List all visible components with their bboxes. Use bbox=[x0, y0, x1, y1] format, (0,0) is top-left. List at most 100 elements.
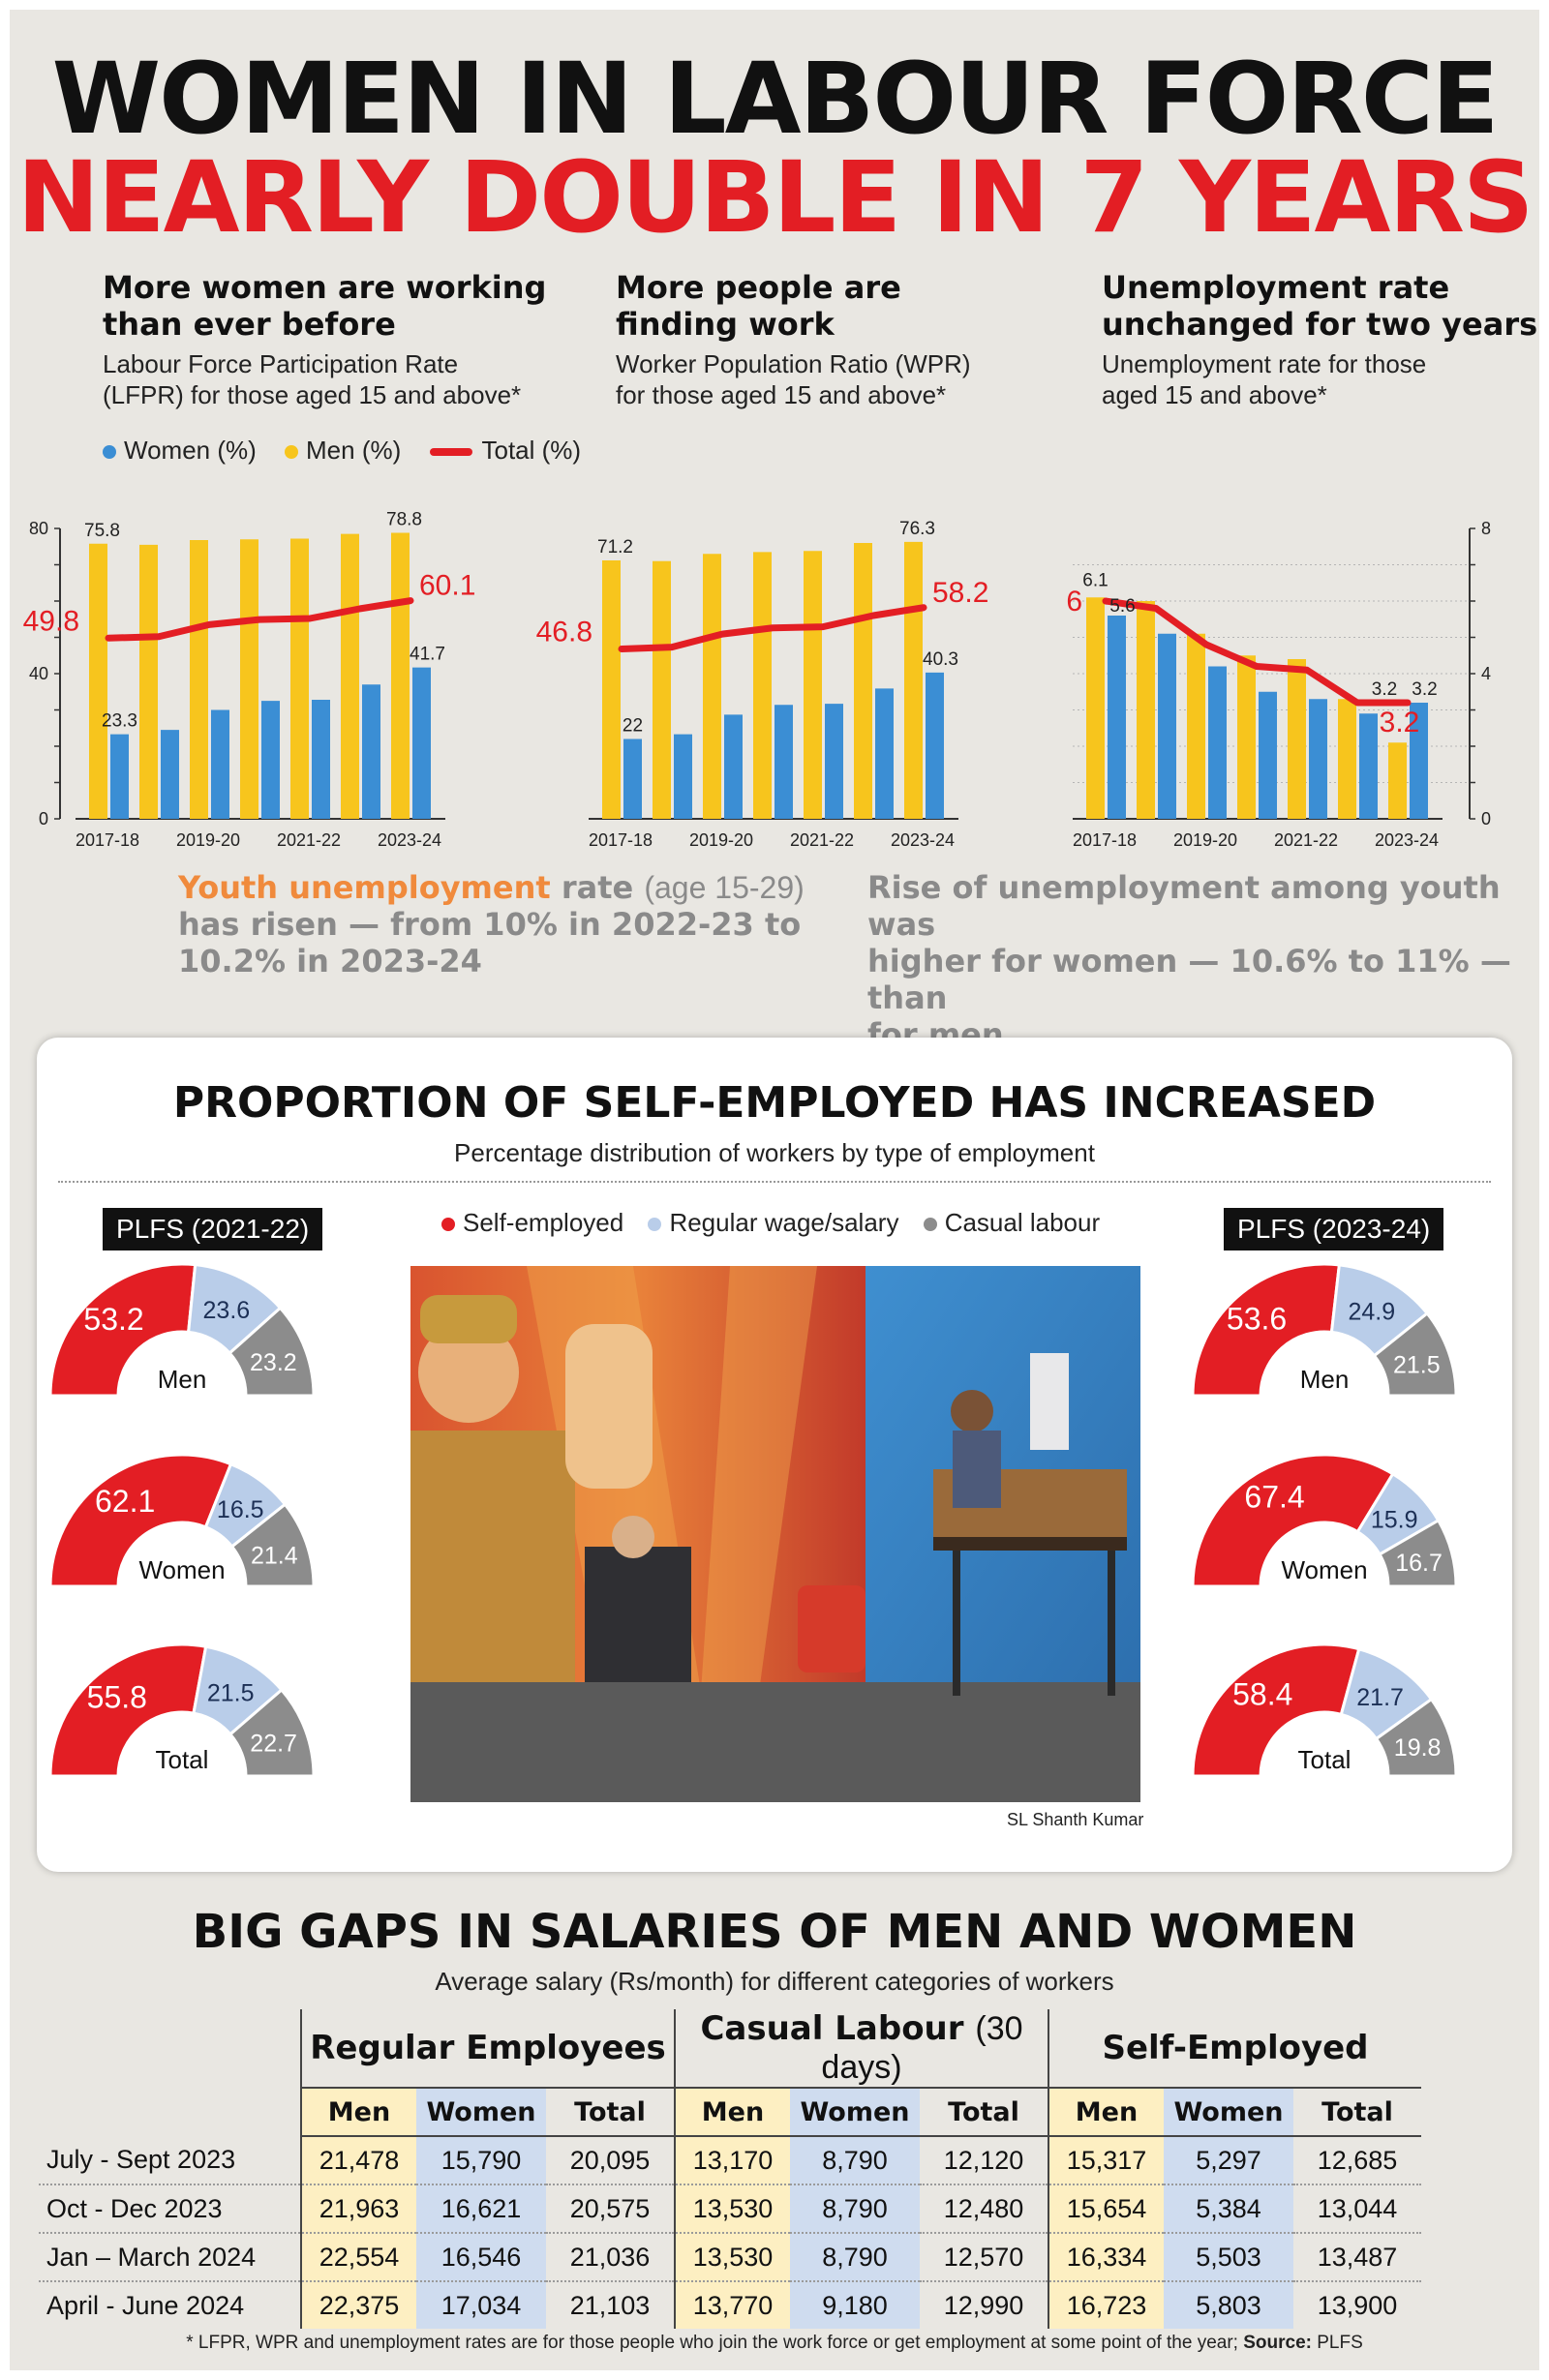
gauge-value: 16.7 bbox=[1395, 1550, 1443, 1577]
salary-cell: 13,900 bbox=[1317, 2290, 1398, 2320]
legend-total-swatch bbox=[429, 448, 472, 457]
x-tick-label: 2021-22 bbox=[790, 830, 854, 850]
gauge-segment bbox=[1191, 1642, 1361, 1778]
gauge-label: Women bbox=[138, 1555, 225, 1584]
bar-men bbox=[1187, 633, 1205, 819]
y-tick-label: 4 bbox=[1481, 664, 1491, 683]
gauge-value: 58.4 bbox=[1232, 1677, 1292, 1712]
salary-title: BIG GAPS IN SALARIES OF MEN AND WOMEN bbox=[192, 1905, 1357, 1959]
bar-women bbox=[412, 667, 431, 819]
salary-cell: 9,180 bbox=[790, 2281, 920, 2329]
group-self: Self-Employed bbox=[1048, 2009, 1421, 2089]
salary-cell: 16,546 bbox=[416, 2233, 546, 2282]
plfs-2023-label: PLFS (2023-24) bbox=[1224, 1208, 1444, 1250]
x-tick-label: 2017-18 bbox=[76, 830, 139, 850]
x-tick-label: 2017-18 bbox=[1073, 830, 1137, 850]
gauge-value: 22.7 bbox=[250, 1731, 297, 1758]
salary-cell: 21,963 bbox=[300, 2184, 416, 2234]
salary-cell: 20,575 bbox=[546, 2184, 675, 2234]
gauge-label: Men bbox=[1300, 1365, 1350, 1394]
salary-cell: 22,375 bbox=[300, 2281, 416, 2329]
y-tick-label: 80 bbox=[29, 519, 48, 538]
salary-cell: 22,554 bbox=[300, 2233, 416, 2282]
bar-women bbox=[312, 700, 330, 819]
x-tick-label: 2023-24 bbox=[378, 830, 441, 850]
street-vendor-photo bbox=[410, 1266, 1140, 1802]
chart-legend: Women (%) Men (%) Total (%) bbox=[103, 436, 581, 466]
group-regular: Regular Employees bbox=[300, 2009, 675, 2089]
data-label: 3.2 bbox=[1380, 707, 1420, 738]
gauge-segment bbox=[228, 1687, 316, 1778]
salary-cell: 17,034 bbox=[416, 2281, 546, 2329]
chart-1: 0 40 80 75.8 78.8 23.3 41.7 49.8 60.1 2017-18 2019… bbox=[23, 510, 476, 851]
panel-title: PROPORTION OF SELF-EMPLOYED HAS INCREASE… bbox=[172, 1078, 1377, 1128]
gauge-value: 24.9 bbox=[1348, 1299, 1395, 1326]
salary-cell: 16,723 bbox=[1048, 2281, 1164, 2329]
salary-cell: 12,120 bbox=[920, 2136, 1048, 2185]
bar-women bbox=[261, 701, 280, 819]
row-period: July - Sept 2023 bbox=[39, 2136, 301, 2185]
legend-casual: Casual labour bbox=[923, 1208, 1100, 1237]
gauge-value: 67.4 bbox=[1244, 1479, 1304, 1514]
line-total bbox=[105, 597, 414, 642]
bar-men bbox=[190, 540, 208, 819]
bar-men bbox=[1338, 699, 1356, 819]
gauge-segment bbox=[1374, 1697, 1458, 1778]
bar-women bbox=[1259, 691, 1277, 819]
col-men: Men bbox=[300, 2088, 416, 2137]
legend-men-swatch bbox=[285, 445, 299, 460]
chart-3: 0 4 8 6.15.6 3.2 3.2 6 3.2 2017-18 2019-20 2021-22… bbox=[1066, 519, 1491, 850]
x-tick-label: 2019-20 bbox=[689, 830, 753, 850]
bar-men bbox=[904, 541, 923, 819]
group-casual: Casual Labour (30 days) bbox=[674, 2009, 1048, 2089]
gauge-value: 53.6 bbox=[1227, 1302, 1287, 1337]
salary-cell: 12,990 bbox=[943, 2290, 1024, 2320]
x-tick-label: 2019-20 bbox=[1173, 830, 1237, 850]
lfpr-heading: More women are working than ever before … bbox=[103, 269, 547, 409]
salary-subtitle: Average salary (Rs/month) for different … bbox=[435, 1967, 1114, 1996]
wpr-heading: More people are finding work Worker Popu… bbox=[616, 269, 971, 409]
infographic: WOMEN IN LABOUR FORCE NEARLY DOUBLE IN 7… bbox=[10, 10, 1539, 2370]
col-total: Total bbox=[920, 2088, 1048, 2137]
panel-divider bbox=[58, 1181, 1491, 1183]
bar-women bbox=[1108, 616, 1126, 819]
legend-self-employed: Self-employed bbox=[441, 1208, 623, 1237]
salary-cell: 20,095 bbox=[546, 2136, 675, 2185]
gauge-segment bbox=[1372, 1311, 1458, 1398]
bar-men bbox=[1086, 597, 1105, 819]
data-label: 49.8 bbox=[23, 605, 79, 637]
bar-women bbox=[875, 688, 894, 819]
bar-men bbox=[240, 539, 258, 819]
gauge-segment bbox=[48, 1642, 208, 1778]
legend-regular: Regular wage/salary bbox=[648, 1208, 898, 1237]
bar-women bbox=[724, 714, 743, 819]
salary-cell: 21,036 bbox=[546, 2233, 675, 2282]
table-row: Oct - Dec 2023 21,963 16,621 20,575 13,530 8,… bbox=[39, 2184, 1421, 2234]
youth-unemployment-note: Youth unemployment rate (age 15-29) has … bbox=[178, 869, 805, 979]
gauge-value: 21.5 bbox=[1393, 1352, 1441, 1379]
gauge-PLFS (2021-22)-Total: 55.8 21.5 22.7 Total bbox=[48, 1642, 316, 1778]
salary-cell: 5,503 bbox=[1164, 2233, 1293, 2282]
table-row: Jan – March 2024 22,554 16,546 21,036 13,530… bbox=[39, 2233, 1421, 2282]
salary-column-header: Men Women Total Men Women Total Men Women Total bbox=[39, 2088, 1421, 2137]
x-tick-label: 2021-22 bbox=[277, 830, 341, 850]
data-label: 3.2 bbox=[1412, 679, 1437, 700]
women-unemployment-note: Rise of unemployment among youth was hig… bbox=[867, 869, 1511, 1053]
bar-women bbox=[1158, 633, 1176, 819]
gauge-PLFS (2023-24)-Men: 53.6 24.9 21.5 Men bbox=[1191, 1262, 1458, 1398]
legend-men: Men (%) bbox=[285, 436, 401, 465]
gauge-label: Total bbox=[1298, 1745, 1352, 1774]
gauge-value: 15.9 bbox=[1371, 1506, 1418, 1533]
salary-cell: 16,334 bbox=[1048, 2233, 1164, 2282]
bar-women bbox=[362, 684, 380, 819]
bar-men bbox=[804, 551, 822, 819]
bar-women bbox=[1208, 666, 1227, 819]
bar-men bbox=[341, 533, 359, 819]
gauge-PLFS (2023-24)-Total: 58.4 21.7 19.8 Total bbox=[1191, 1642, 1458, 1778]
salary-cell: 8,790 bbox=[790, 2233, 920, 2282]
col-women: Women bbox=[416, 2088, 546, 2137]
bar-women bbox=[825, 704, 843, 819]
salary-rows: July - Sept 2023 21,478 15,790 20,095 13,170… bbox=[39, 2136, 1421, 2329]
salary-cell: 21,478 bbox=[300, 2136, 416, 2185]
